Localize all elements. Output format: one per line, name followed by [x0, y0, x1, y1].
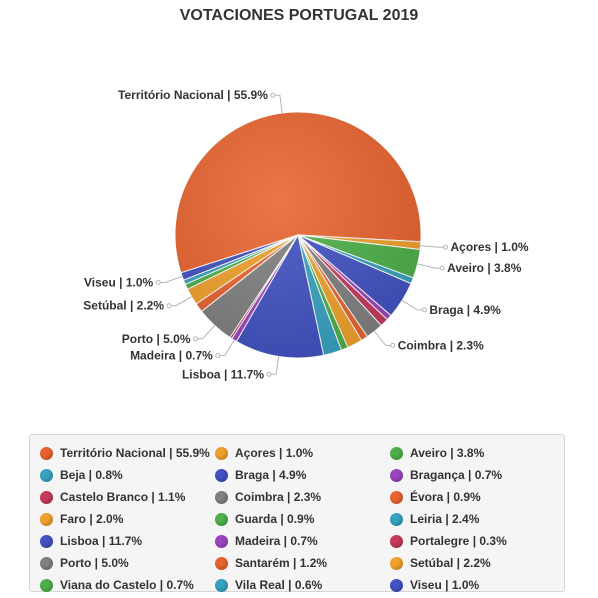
legend-label: Castelo Branco | 1.1% — [60, 490, 186, 504]
legend-marker-icon — [215, 446, 228, 460]
legend-label: Leiria | 2.4% — [410, 512, 480, 526]
connector-dot-madeira — [215, 353, 221, 358]
legend-label: Braga | 4.9% — [235, 468, 307, 482]
data-label-acores: Açores | 1.0% — [451, 240, 529, 254]
data-label-territorio-nacional: Território Nacional | 55.9% — [118, 88, 268, 102]
legend-item-castelo-branco[interactable]: Castelo Branco | 1.1% — [40, 486, 215, 508]
data-label-lisboa: Lisboa | 11.7% — [182, 367, 264, 381]
connector-acores — [420, 245, 446, 248]
connector-dot-aveiro — [439, 265, 445, 271]
chart-title: VOTACIONES PORTUGAL 2019 — [179, 7, 419, 24]
legend-item-viseu[interactable]: Viseu | 1.0% — [390, 574, 565, 596]
legend-label: Madeira | 0.7% — [235, 534, 318, 548]
legend-marker-icon — [390, 468, 403, 482]
data-label-braga: Braga | 4.9% — [429, 303, 501, 317]
connector-porto — [195, 325, 216, 340]
legend-item-guarda[interactable]: Guarda | 0.9% — [215, 508, 390, 530]
legend-item-faro[interactable]: Faro | 2.0% — [40, 508, 215, 530]
legend-marker-icon — [390, 534, 403, 548]
connector-braga — [401, 299, 425, 311]
legend-label: Aveiro | 3.8% — [410, 446, 485, 460]
legend-label: Bragança | 0.7% — [410, 468, 503, 482]
legend-item-evora[interactable]: Évora | 0.9% — [390, 486, 565, 508]
legend-marker-icon — [40, 578, 53, 592]
legend-item-portalegre[interactable]: Portalegre | 0.3% — [390, 530, 565, 552]
pie-chart: Território Nacional | 55.9% Açores | 1.0%… — [83, 88, 529, 381]
legend-label: Viseu | 1.0% — [410, 578, 480, 592]
legend-marker-icon — [390, 490, 403, 504]
connector-dot-braga — [421, 307, 427, 313]
connector-setubal — [169, 296, 192, 307]
legend-marker-icon — [215, 512, 228, 526]
legend-label: Évora | 0.9% — [410, 490, 481, 504]
legend-marker-icon — [215, 556, 228, 570]
legend-item-vila-real[interactable]: Vila Real | 0.6% — [215, 574, 390, 596]
legend-marker-icon — [215, 468, 228, 482]
data-label-aveiro: Aveiro | 3.8% — [447, 261, 522, 275]
legend-label: Território Nacional | 55.9% — [60, 446, 210, 460]
legend-label: Açores | 1.0% — [235, 446, 314, 460]
legend-label: Viana do Castelo | 0.7% — [60, 578, 194, 592]
legend-item-beja[interactable]: Beja | 0.8% — [40, 464, 215, 486]
legend-item-braga[interactable]: Braga | 4.9% — [215, 464, 390, 486]
data-label-viseu: Viseu | 1.0% — [84, 276, 154, 290]
connector-dot-coimbra — [390, 342, 396, 348]
legend-item-lisboa[interactable]: Lisboa | 11.7% — [40, 530, 215, 552]
legend-item-braganca[interactable]: Bragança | 0.7% — [390, 464, 565, 486]
legend-label: Coimbra | 2.3% — [235, 490, 322, 504]
legend-label: Vila Real | 0.6% — [235, 578, 323, 592]
legend-marker-icon — [40, 512, 53, 526]
legend-item-aveiro[interactable]: Aveiro | 3.8% — [390, 442, 565, 464]
connector-madeira — [217, 339, 235, 356]
legend-marker-icon — [215, 578, 228, 592]
connector-dot-viseu — [155, 280, 161, 285]
legend-item-territorio-nacional[interactable]: Território Nacional | 55.9% — [40, 442, 215, 464]
legend-item-santarem[interactable]: Santarém | 1.2% — [215, 552, 390, 574]
legend-item-setubal[interactable]: Setúbal | 2.2% — [390, 552, 565, 574]
connector-dot-setubal — [166, 303, 172, 309]
connector-dot-territorio-nacional — [270, 92, 276, 98]
legend-label: Porto | 5.0% — [60, 556, 129, 570]
legend-marker-icon — [390, 446, 403, 460]
data-label-setubal: Setúbal | 2.2% — [83, 299, 164, 313]
legend-marker-icon — [390, 556, 403, 570]
legend-marker-icon — [40, 534, 53, 548]
legend-label: Setúbal | 2.2% — [410, 556, 491, 570]
legend-item-acores[interactable]: Açores | 1.0% — [215, 442, 390, 464]
legend-item-viana-do-castelo[interactable]: Viana do Castelo | 0.7% — [40, 574, 215, 596]
legend-label: Santarém | 1.2% — [235, 556, 328, 570]
legend-label: Faro | 2.0% — [60, 512, 124, 526]
legend-label: Portalegre | 0.3% — [410, 534, 507, 548]
legend-item-madeira[interactable]: Madeira | 0.7% — [215, 530, 390, 552]
data-label-madeira: Madeira | 0.7% — [130, 349, 213, 363]
legend-marker-icon — [390, 512, 403, 526]
legend-marker-icon — [390, 578, 403, 592]
connector-territorio-nacional — [272, 94, 283, 114]
legend-label: Guarda | 0.9% — [235, 512, 315, 526]
legend-marker-icon — [40, 468, 53, 482]
legend-marker-icon — [40, 490, 53, 504]
connector-dot-lisboa — [266, 371, 272, 377]
legend-marker-icon — [40, 556, 53, 570]
connector-dot-acores — [443, 244, 448, 250]
legend-marker-icon — [215, 490, 228, 504]
data-label-coimbra: Coimbra | 2.3% — [398, 338, 484, 352]
legend: Território Nacional | 55.9% Açores | 1.0%… — [29, 434, 565, 592]
connector-viseu — [158, 275, 183, 283]
legend-item-leiria[interactable]: Leiria | 2.4% — [390, 508, 565, 530]
legend-item-coimbra[interactable]: Coimbra | 2.3% — [215, 486, 390, 508]
legend-marker-icon — [215, 534, 228, 548]
legend-label: Beja | 0.8% — [60, 468, 123, 482]
legend-item-porto[interactable]: Porto | 5.0% — [40, 552, 215, 574]
connector-lisboa — [269, 356, 280, 375]
connector-dot-porto — [193, 336, 198, 342]
legend-label: Lisboa | 11.7% — [60, 534, 143, 548]
legend-marker-icon — [40, 446, 53, 460]
data-label-porto: Porto | 5.0% — [122, 332, 191, 346]
connector-coimbra — [374, 330, 393, 346]
connector-aveiro — [417, 263, 443, 269]
